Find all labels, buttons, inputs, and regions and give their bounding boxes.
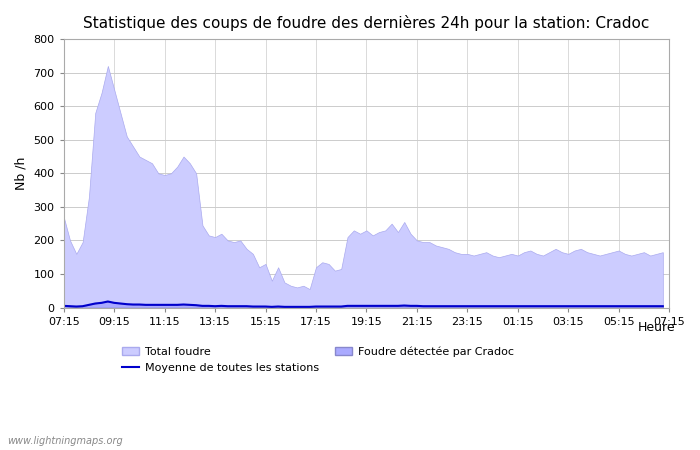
Title: Statistique des coups de foudre des dernières 24h pour la station: Cradoc: Statistique des coups de foudre des dern… bbox=[83, 15, 650, 31]
Legend: Total foudre, Moyenne de toutes les stations, Foudre détectée par Cradoc: Total foudre, Moyenne de toutes les stat… bbox=[118, 342, 518, 377]
X-axis label: Heure: Heure bbox=[638, 321, 676, 334]
Text: www.lightningmaps.org: www.lightningmaps.org bbox=[7, 436, 122, 446]
Y-axis label: Nb /h: Nb /h bbox=[15, 157, 28, 190]
